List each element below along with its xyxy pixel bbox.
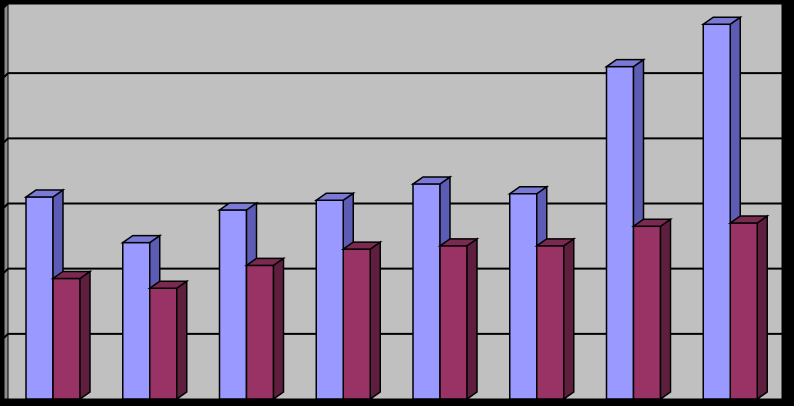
bar-front [122,241,151,400]
bar-side [369,240,381,401]
bar-top [631,218,673,228]
bars [4,15,782,402]
bar-front [52,277,81,400]
bar-front [315,199,344,400]
bar-side [563,237,575,401]
bar-top [217,202,259,211]
bar-front [632,225,662,400]
bar-front [218,209,248,400]
bar-front [439,245,468,400]
bar [340,240,383,401]
bar-front [536,245,565,400]
bar-front [342,248,371,400]
bar-top [50,270,93,280]
bar-side [272,256,285,401]
bar-side [756,214,768,401]
bar-top [507,185,550,195]
bar-side [466,237,478,401]
gridline-tick [3,72,9,78]
bar [244,256,286,401]
bar [727,214,770,401]
bar-top [340,241,383,250]
gridline-tick [3,333,9,339]
bar-top [727,215,770,224]
bar-front [412,183,441,400]
bar-top [437,238,480,247]
bar-front [25,196,54,400]
bar-top [313,192,356,201]
bar [50,270,93,401]
bar-top [147,280,190,289]
bar-top [534,238,577,247]
bar-side [176,279,188,401]
bar-top [700,16,743,26]
bar-front [729,222,758,400]
bar-top [244,257,286,267]
gridline-tick [3,267,9,274]
bar-top [120,234,163,244]
bar [631,217,673,401]
gridline-tick [3,137,9,144]
bar-top [23,189,66,198]
bar [437,237,480,401]
bar-front [605,65,635,400]
bar-front [509,192,538,400]
bar-side [659,217,672,401]
bar-front [245,264,275,400]
bar-side [79,270,91,401]
bar-top [410,176,453,185]
bar-top [604,58,646,68]
bar [534,237,577,401]
bar-front [149,287,178,400]
side-wall [3,2,9,405]
bar-front [702,23,731,400]
bar [147,279,190,401]
gridline-tick [3,202,9,209]
